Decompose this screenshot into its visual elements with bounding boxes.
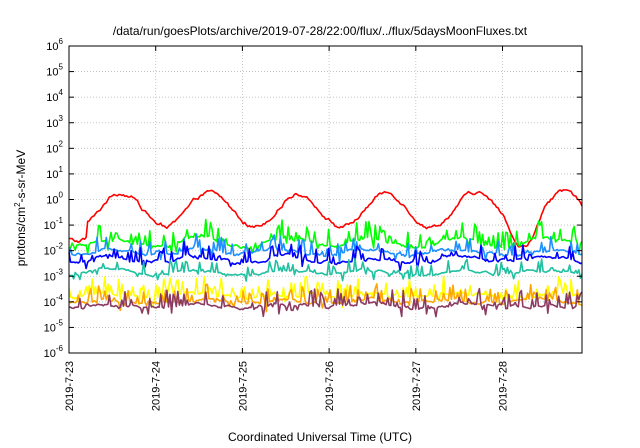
series-line bbox=[68, 233, 583, 264]
y-axis-label-prefix: protons/cm bbox=[14, 206, 28, 267]
y-tick-label: 10-4 bbox=[44, 293, 64, 309]
y-tick-label: 10-1 bbox=[44, 216, 64, 232]
series-line bbox=[68, 257, 583, 282]
series-line bbox=[68, 283, 583, 313]
x-axis-label: Coordinated Universal Time (UTC) bbox=[227, 430, 413, 444]
y-tick-label: 100 bbox=[46, 191, 63, 207]
y-axis-label-sup: 2 bbox=[13, 202, 22, 207]
series-line bbox=[68, 218, 583, 256]
y-axis-label: protons/cm2-s-sr-MeV bbox=[13, 108, 28, 308]
y-tick-label: 101 bbox=[46, 165, 63, 181]
y-axis-label-suffix: -s-sr-MeV bbox=[14, 149, 28, 203]
series-line bbox=[68, 287, 583, 318]
x-tick-label: 2019-7-24 bbox=[151, 361, 163, 411]
y-tick-label: 102 bbox=[46, 139, 63, 155]
y-tick-label: 10-5 bbox=[44, 318, 64, 334]
y-tick-label: 10-6 bbox=[44, 344, 64, 360]
y-tick-label: 104 bbox=[46, 88, 63, 104]
y-tick-label: 103 bbox=[46, 114, 63, 130]
x-tick-label: 2019-7-27 bbox=[411, 361, 423, 411]
x-tick-label: 2019-7-28 bbox=[498, 361, 510, 411]
x-tick-label: 2019-7-23 bbox=[64, 361, 76, 411]
series-line bbox=[68, 189, 583, 248]
chart-title: /data/run/goesPlots/archive/2019-07-28/2… bbox=[112, 24, 528, 38]
y-tick-label: 10-2 bbox=[44, 242, 64, 258]
x-tick-label: 2019-7-26 bbox=[324, 361, 336, 411]
y-tick-label: 106 bbox=[46, 37, 63, 53]
y-tick-label: 10-3 bbox=[44, 267, 64, 283]
y-tick-label: 105 bbox=[46, 63, 63, 79]
x-tick-label: 2019-7-25 bbox=[237, 361, 249, 411]
series-line bbox=[68, 240, 583, 272]
